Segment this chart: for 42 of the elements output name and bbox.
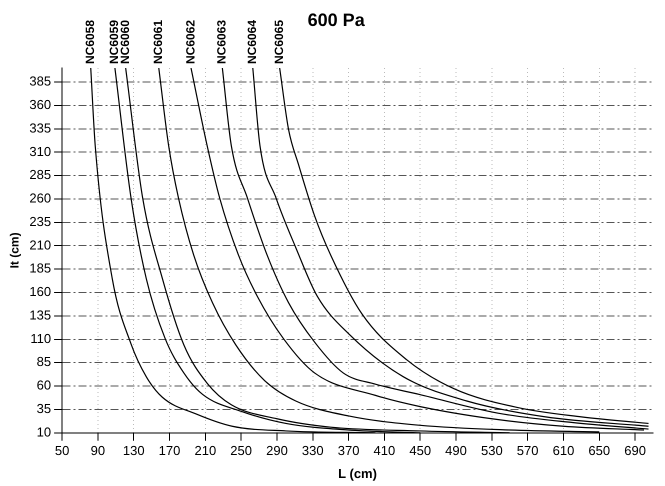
- text: NC6058: [83, 20, 98, 64]
- text: NC6065: [272, 20, 286, 64]
- x-tick-label: 210: [194, 443, 216, 458]
- y-tick-label: 260: [29, 190, 52, 206]
- y-tick-label: 210: [29, 237, 52, 252]
- y-tick-label: 160: [29, 284, 52, 300]
- x-tick-label: 570: [516, 443, 539, 458]
- text: NC6064: [245, 20, 260, 64]
- x-tick-label: 290: [266, 443, 288, 458]
- y-tick-label: 135: [29, 307, 52, 322]
- y-axis-title: It (cm): [8, 232, 22, 268]
- x-tick-label: 450: [409, 443, 432, 458]
- x-tick-label: 250: [230, 443, 252, 458]
- text: NC6061: [151, 20, 166, 64]
- text: NC6062: [183, 20, 198, 64]
- chart-title: 600 Pa: [308, 10, 366, 30]
- y-tick-label: 85: [36, 354, 52, 370]
- x-tick-label: 90: [90, 443, 106, 458]
- x-tick-label: 690: [624, 443, 646, 458]
- y-tick-label: 35: [36, 400, 52, 416]
- y-tick-label: 360: [29, 96, 52, 112]
- text: NC6063: [214, 20, 229, 64]
- x-tick-label: 170: [158, 443, 180, 458]
- x-tick-label: 330: [302, 443, 324, 458]
- x-tick-label: 650: [588, 443, 610, 458]
- y-tick-label: 235: [29, 214, 52, 229]
- x-tick-label: 610: [552, 443, 574, 458]
- y-tick-label: 310: [29, 144, 52, 159]
- y-tick-label: 185: [29, 260, 52, 276]
- y-tick-label: 385: [29, 74, 52, 89]
- x-axis-title: L (cm): [338, 466, 377, 481]
- x-tick-label: 370: [338, 443, 360, 458]
- y-tick-label: 10: [36, 424, 52, 440]
- x-tick-label: 490: [445, 443, 467, 458]
- y-tick-label: 60: [36, 378, 52, 393]
- y-tick-label: 110: [30, 330, 52, 346]
- y-tick-label: 335: [29, 120, 52, 136]
- x-tick-label: 50: [54, 443, 70, 458]
- x-tick-label: 530: [480, 443, 503, 458]
- x-tick-label: 130: [122, 443, 145, 458]
- x-tick-label: 410: [374, 443, 396, 458]
- y-tick-label: 285: [29, 167, 52, 182]
